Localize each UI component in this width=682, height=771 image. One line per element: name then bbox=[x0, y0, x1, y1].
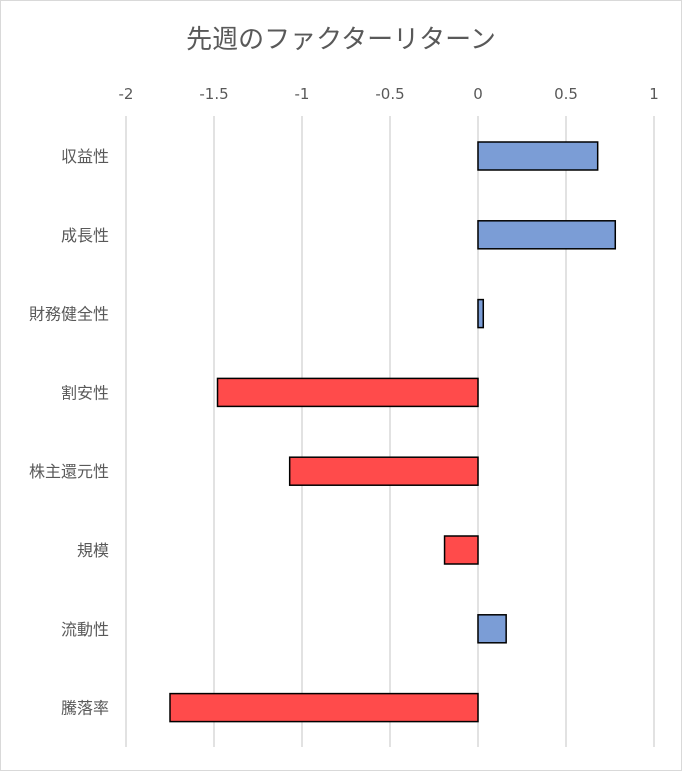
bar bbox=[169, 692, 479, 723]
bar bbox=[477, 298, 485, 329]
x-tick-label: -0.5 bbox=[375, 85, 404, 103]
bar bbox=[216, 377, 479, 408]
x-tick-label: -2 bbox=[119, 85, 134, 103]
x-tick-label: 0.5 bbox=[554, 85, 578, 103]
bar bbox=[477, 220, 617, 250]
category-label: 割安性 bbox=[61, 383, 109, 402]
gridlines bbox=[125, 116, 655, 747]
category-label: 財務健全性 bbox=[29, 305, 109, 324]
category-label: 規模 bbox=[77, 541, 109, 560]
category-label: 騰落率 bbox=[61, 699, 109, 718]
x-tick-label: -1 bbox=[295, 85, 310, 103]
x-axis-tick-labels: -2 -1.5 -1 -0.5 0 0.5 1 bbox=[119, 85, 659, 103]
x-tick-label: 0 bbox=[473, 85, 483, 103]
x-tick-label: 1 bbox=[649, 85, 659, 103]
bar bbox=[477, 614, 507, 644]
chart-title: 先週のファクターリターン bbox=[186, 25, 496, 55]
bar bbox=[443, 535, 479, 565]
bars bbox=[169, 141, 617, 723]
x-tick-label: -1.5 bbox=[199, 85, 228, 103]
category-label: 流動性 bbox=[61, 620, 109, 639]
category-label: 収益性 bbox=[61, 147, 109, 166]
category-label: 株主還元性 bbox=[29, 462, 109, 481]
bar bbox=[288, 456, 479, 486]
bar bbox=[477, 141, 599, 171]
category-label: 成長性 bbox=[61, 226, 109, 245]
